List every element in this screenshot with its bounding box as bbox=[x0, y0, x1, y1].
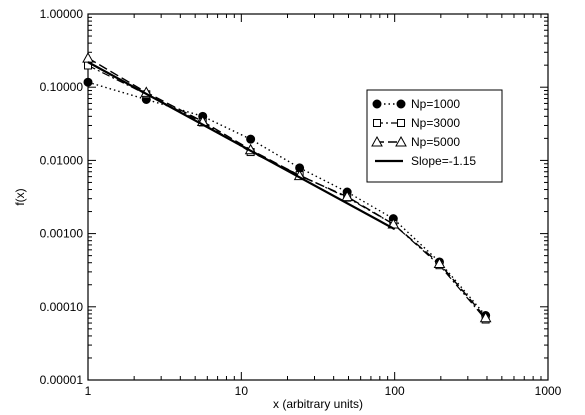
data-point bbox=[479, 311, 492, 323]
legend: Np=1000 Np=3000 Np=5000 Slope=-1.15 bbox=[366, 89, 503, 183]
legend-marker bbox=[371, 135, 383, 147]
legend-label: Slope=-1.15 bbox=[411, 154, 476, 168]
series-line bbox=[87, 61, 396, 231]
legend-entry: Slope=-1.15 bbox=[375, 154, 476, 168]
legend-marker bbox=[396, 99, 406, 109]
series-4 bbox=[87, 61, 396, 231]
series-group bbox=[82, 52, 492, 324]
legend-entry: Np=3000 bbox=[373, 116, 460, 130]
data-point bbox=[433, 257, 446, 269]
x-tick-label: 1 bbox=[85, 384, 92, 398]
x-tick-label: 1000 bbox=[535, 384, 562, 398]
legend-label: Np=3000 bbox=[411, 116, 460, 130]
legend-box bbox=[366, 89, 503, 183]
y-tick-label: 1.00000 bbox=[40, 7, 84, 21]
axes: 1 10 100 1000 0.00001 0.00010 0.00100 0.01000 0.… bbox=[40, 7, 562, 398]
x-axis-label: x (arbitrary units) bbox=[273, 397, 363, 411]
legend-marker bbox=[395, 135, 407, 147]
plot-frame bbox=[87, 13, 549, 381]
x-tick-label: 10 bbox=[235, 384, 249, 398]
legend-marker bbox=[372, 99, 382, 109]
x-tick-label: 100 bbox=[385, 384, 405, 398]
data-point bbox=[341, 190, 354, 202]
legend-entry: Np=1000 bbox=[372, 97, 460, 111]
data-point bbox=[246, 134, 256, 144]
y-tick-label: 0.00010 bbox=[40, 300, 84, 314]
y-tick-label: 0.00001 bbox=[40, 373, 84, 387]
y-axis-label: f(x) bbox=[13, 188, 27, 205]
plot-area bbox=[87, 13, 549, 381]
y-tick-label: 0.00100 bbox=[40, 227, 84, 241]
data-point bbox=[83, 77, 93, 87]
legend-label: Np=5000 bbox=[411, 135, 460, 149]
y-tick-label: 0.10000 bbox=[40, 80, 84, 94]
legend-marker bbox=[373, 119, 381, 127]
legend-marker bbox=[397, 119, 405, 127]
legend-label: Np=1000 bbox=[411, 97, 460, 111]
y-tick-label: 0.01000 bbox=[40, 153, 84, 167]
data-point bbox=[82, 52, 94, 63]
legend-entry: Np=5000 bbox=[371, 135, 460, 149]
